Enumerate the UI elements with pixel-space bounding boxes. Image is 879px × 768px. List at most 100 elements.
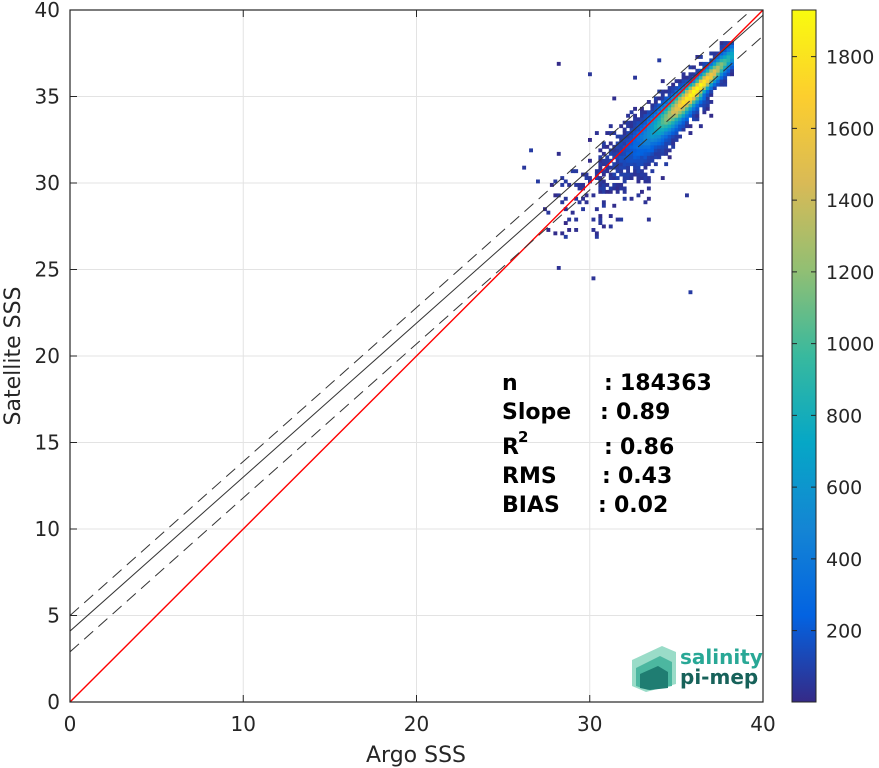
density-cell xyxy=(619,169,624,174)
density-cell xyxy=(598,214,603,218)
density-cell xyxy=(660,124,665,129)
density-cell xyxy=(709,100,714,104)
density-cell xyxy=(608,151,613,156)
density-cell xyxy=(702,106,707,111)
density-cell xyxy=(719,72,724,77)
density-cell xyxy=(581,183,585,187)
density-cell xyxy=(598,169,603,174)
density-cell xyxy=(556,266,561,270)
density-cell xyxy=(664,117,669,122)
density-cell xyxy=(660,131,665,135)
density-cell xyxy=(633,131,637,135)
density-cell xyxy=(594,234,599,239)
density-cell xyxy=(726,55,731,59)
density-cell xyxy=(678,79,682,84)
density-cell xyxy=(681,113,686,118)
density-cell xyxy=(667,103,672,108)
density-cell xyxy=(705,93,710,97)
density-cell xyxy=(692,106,696,111)
density-cell xyxy=(678,127,682,132)
y-tick-label: 15 xyxy=(35,431,60,455)
density-cell xyxy=(646,141,651,146)
density-cell xyxy=(678,117,682,122)
density-cell xyxy=(702,79,707,84)
density-cell xyxy=(619,141,624,146)
density-cell xyxy=(688,89,693,94)
density-cell xyxy=(671,134,676,139)
x-ticks: 0 10 20 30 40 xyxy=(64,10,776,736)
density-cell xyxy=(695,100,700,104)
density-cell xyxy=(643,158,648,163)
density-cell xyxy=(650,155,655,160)
density-cell xyxy=(563,234,568,239)
density-cell xyxy=(657,141,662,146)
density-cell xyxy=(730,58,734,63)
density-cell xyxy=(688,79,693,84)
density-cell xyxy=(598,189,603,194)
density-cell xyxy=(633,165,637,170)
density-cell xyxy=(650,106,655,111)
colorbar-tick-label: 1800 xyxy=(826,47,874,69)
density-cell xyxy=(719,41,724,45)
density-cell xyxy=(688,103,693,108)
density-cell xyxy=(619,165,624,170)
density-cell xyxy=(678,124,682,129)
density-cell xyxy=(671,138,676,142)
density-cell xyxy=(567,228,572,232)
density-cell xyxy=(574,183,579,187)
density-cell xyxy=(692,89,696,94)
density-cell xyxy=(622,158,627,163)
salinity-pimep-logo: salinity pi-mep xyxy=(632,645,763,692)
density-cell xyxy=(692,96,696,101)
density-cell xyxy=(688,75,693,80)
density-cell xyxy=(712,61,717,66)
density-cell xyxy=(660,106,665,111)
density-cell xyxy=(702,110,707,115)
density-cell xyxy=(705,86,710,90)
density-cell xyxy=(719,55,724,59)
colorbar-tick-label: 200 xyxy=(826,621,862,643)
density-cell xyxy=(636,179,641,184)
density-cell xyxy=(646,138,651,142)
density-cell xyxy=(615,141,620,146)
density-cell xyxy=(681,127,686,132)
density-cell xyxy=(664,144,669,149)
density-cell xyxy=(709,65,714,70)
density-cell xyxy=(653,141,658,146)
density-cell xyxy=(712,72,717,77)
density-cell xyxy=(664,124,669,129)
density-cell xyxy=(605,162,610,167)
density-cell xyxy=(591,228,596,232)
density-cell xyxy=(633,151,637,156)
density-cell xyxy=(601,203,606,208)
density-cell xyxy=(678,134,682,139)
density-cell xyxy=(622,176,627,180)
density-cell xyxy=(643,131,648,135)
density-cell xyxy=(650,120,655,125)
density-cell xyxy=(653,110,658,115)
density-cell xyxy=(570,169,575,174)
density-cell xyxy=(692,117,696,122)
density-cell xyxy=(640,158,644,163)
density-cell xyxy=(581,207,585,212)
density-cell xyxy=(601,172,606,177)
density-cell xyxy=(685,82,689,87)
density-cell xyxy=(598,158,603,163)
density-cell xyxy=(716,82,721,87)
density-cell xyxy=(560,200,565,205)
density-cell xyxy=(719,75,724,80)
density-cell xyxy=(653,138,658,142)
density-cell xyxy=(702,89,707,94)
density-cell xyxy=(657,127,662,132)
density-cell xyxy=(653,103,658,108)
density-cell xyxy=(653,155,658,160)
density-cell xyxy=(591,276,596,281)
density-cell xyxy=(646,120,651,125)
density-cell xyxy=(598,186,603,191)
density-cell xyxy=(671,106,676,111)
density-cell xyxy=(608,141,613,146)
density-cell xyxy=(619,162,624,167)
colorbar-tick-label: 400 xyxy=(826,549,862,571)
density-cell xyxy=(723,75,728,80)
density-cell xyxy=(629,162,634,167)
